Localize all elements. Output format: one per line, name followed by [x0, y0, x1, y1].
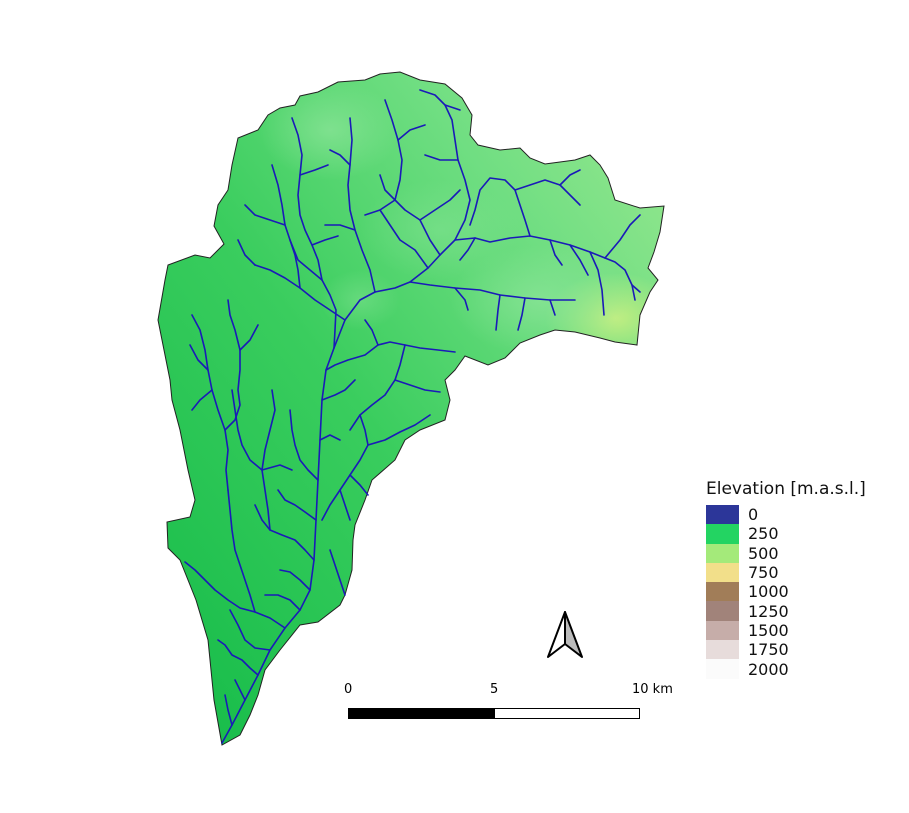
legend-swatch [706, 524, 739, 544]
legend-item: 0 [706, 505, 866, 525]
legend-swatch [706, 562, 739, 583]
legend-items: 0 250 500 750 1000 1250 1500 1750 2000 [706, 505, 866, 679]
legend-item: 500 [706, 543, 866, 563]
legend-item: 1500 [706, 620, 866, 641]
legend-swatch [706, 659, 739, 679]
river-network [184, 89, 641, 744]
legend-label: 1750 [748, 640, 789, 660]
legend-swatch [706, 640, 739, 660]
legend-item: 1250 [706, 601, 866, 621]
elevation-legend: Elevation [m.a.s.l.] 0 250 500 750 1000 1250 1… [706, 478, 866, 679]
legend-item: 750 [706, 562, 866, 583]
scale-segment-white [494, 708, 640, 719]
legend-item: 250 [706, 524, 866, 544]
legend-label: 0 [748, 505, 759, 525]
legend-label: 1000 [748, 582, 789, 602]
scale-segment-black [348, 708, 495, 719]
scale-label-10: 10 km [632, 682, 673, 697]
north-arrow-icon [547, 611, 583, 658]
legend-label: 1250 [748, 601, 789, 621]
east-upper [469, 177, 531, 237]
legend-item: 2000 [706, 659, 866, 679]
legend-item: 1000 [706, 582, 866, 602]
legend-title: Elevation [m.a.s.l.] [706, 479, 866, 499]
legend-label: 2000 [748, 659, 789, 679]
legend-swatch [706, 601, 739, 621]
basin-outline [157, 71, 665, 746]
legend-label: 750 [748, 563, 779, 583]
legend-label: 1500 [748, 620, 789, 640]
legend-swatch [706, 543, 739, 563]
legend-swatch [706, 582, 739, 602]
legend-swatch [706, 620, 739, 641]
legend-label: 500 [748, 543, 779, 563]
legend-label: 250 [748, 524, 779, 544]
scale-bar: 0 5 10 km [338, 682, 673, 728]
watershed-basin [157, 71, 665, 746]
scale-label-0: 0 [344, 682, 353, 697]
legend-item: 1750 [706, 640, 866, 660]
scale-label-5: 5 [490, 682, 499, 697]
east-branch-2 [604, 214, 641, 259]
east-branch [604, 257, 636, 301]
legend-swatch [706, 505, 739, 525]
